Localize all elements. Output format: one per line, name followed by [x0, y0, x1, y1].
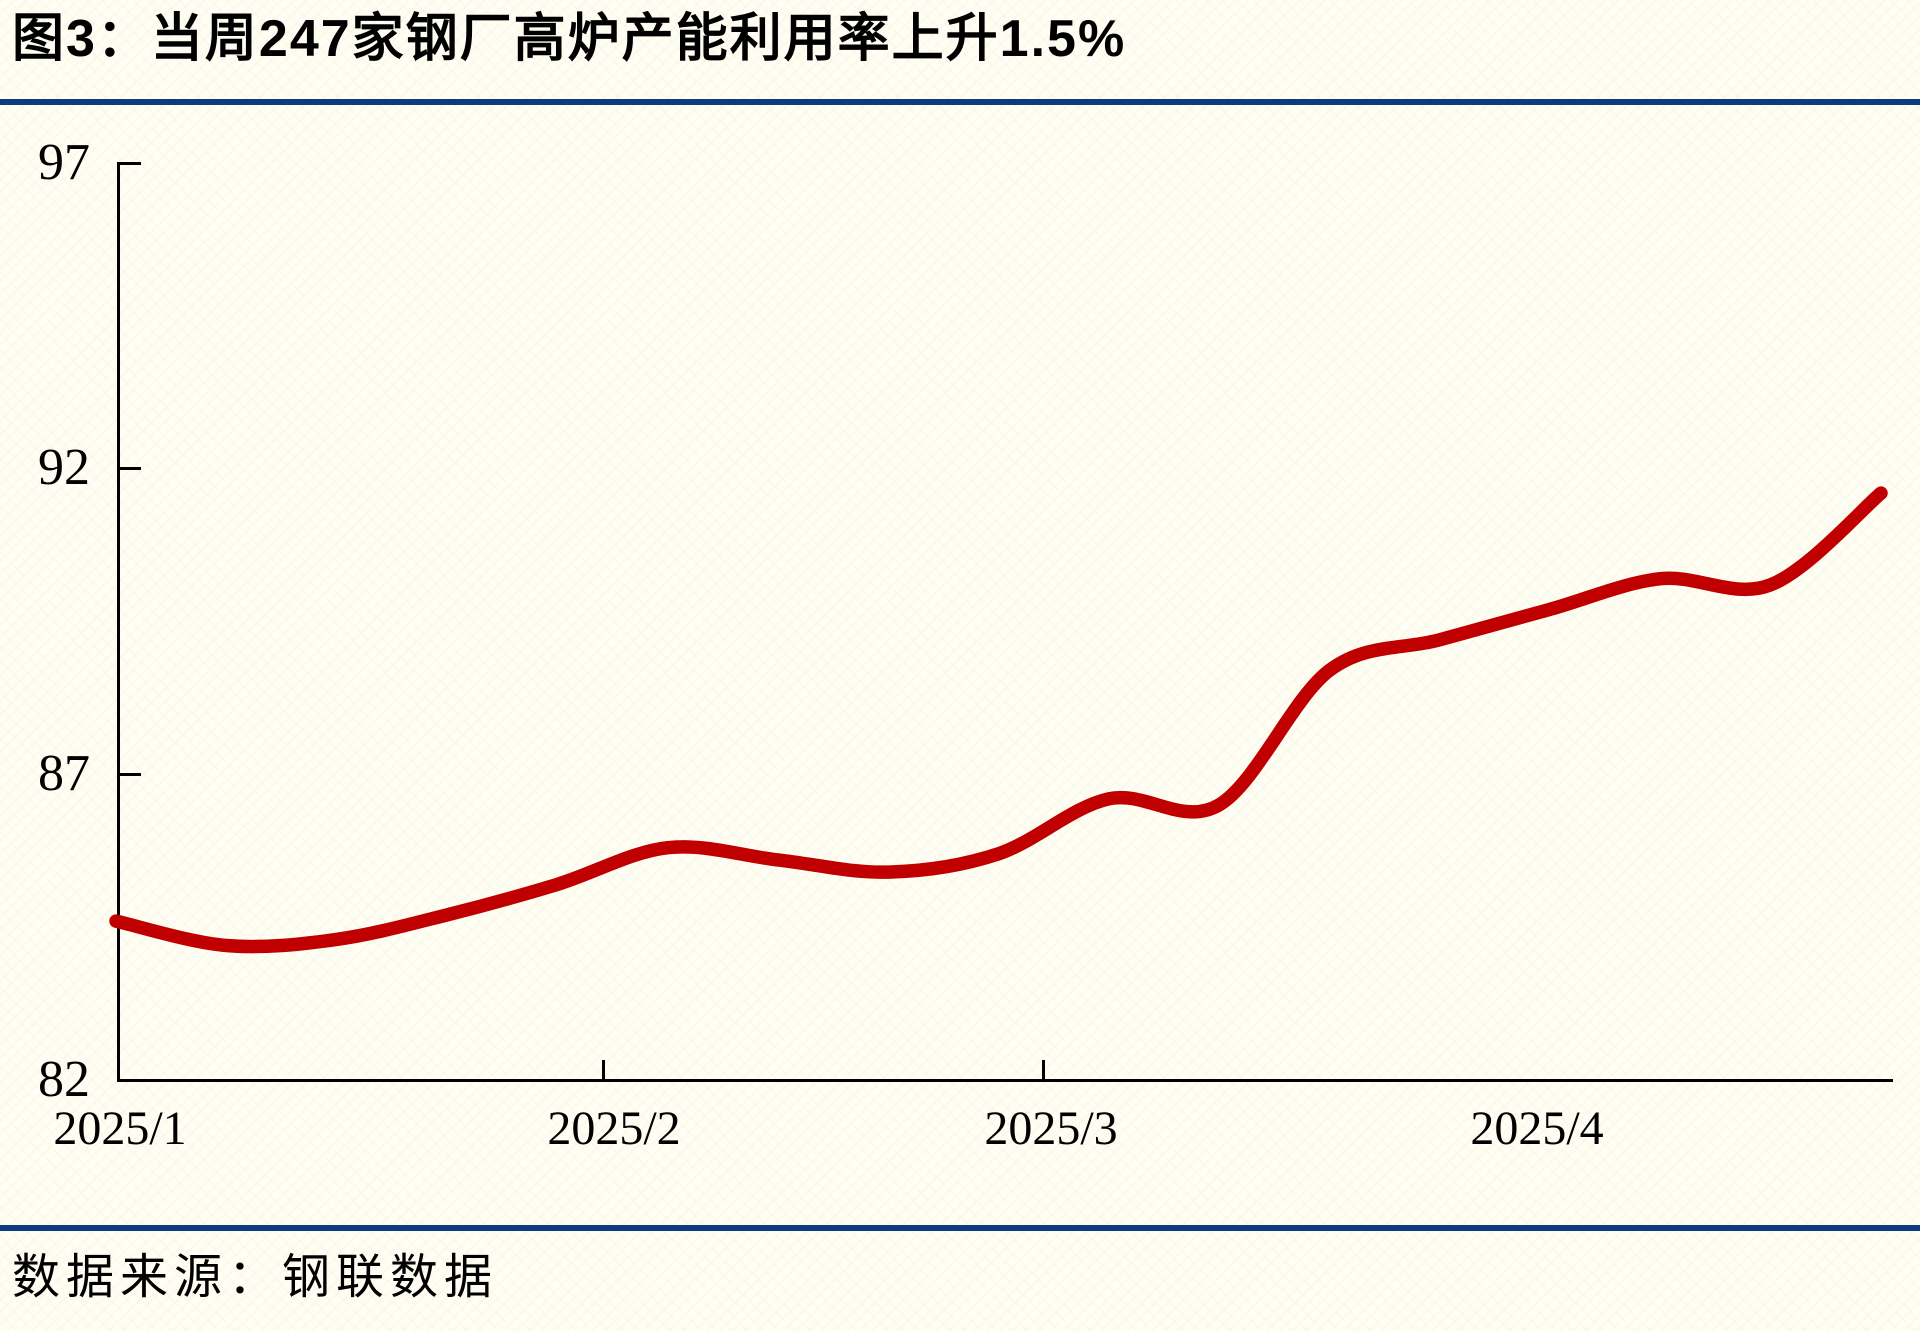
figure-title: 图3：当周247家钢厂高炉产能利用率上升1.5% [12, 10, 1127, 68]
x-tick-label: 2025/1 [53, 1102, 187, 1155]
source-label: 数据来源：钢联数据 [12, 1251, 499, 1304]
y-tick-label: 92 [38, 439, 90, 496]
y-axis-line [117, 162, 120, 1082]
y-tick-mark [120, 467, 141, 470]
title-divider-rule [0, 99, 1920, 105]
y-tick-label: 97 [38, 134, 90, 191]
x-tick-label: 2025/3 [984, 1102, 1118, 1155]
y-tick-mark [120, 773, 141, 776]
utilization-line [109, 486, 1888, 954]
x-axis-line [117, 1079, 1893, 1082]
y-tick-label: 82 [38, 1051, 90, 1108]
x-tick-mark [602, 1060, 605, 1080]
x-tick-mark [1042, 1060, 1045, 1080]
y-tick-label: 87 [38, 745, 90, 802]
y-tick-mark [120, 162, 141, 165]
source-divider-rule [0, 1225, 1920, 1231]
x-tick-label: 2025/4 [1470, 1102, 1604, 1155]
x-tick-label: 2025/2 [547, 1102, 681, 1155]
